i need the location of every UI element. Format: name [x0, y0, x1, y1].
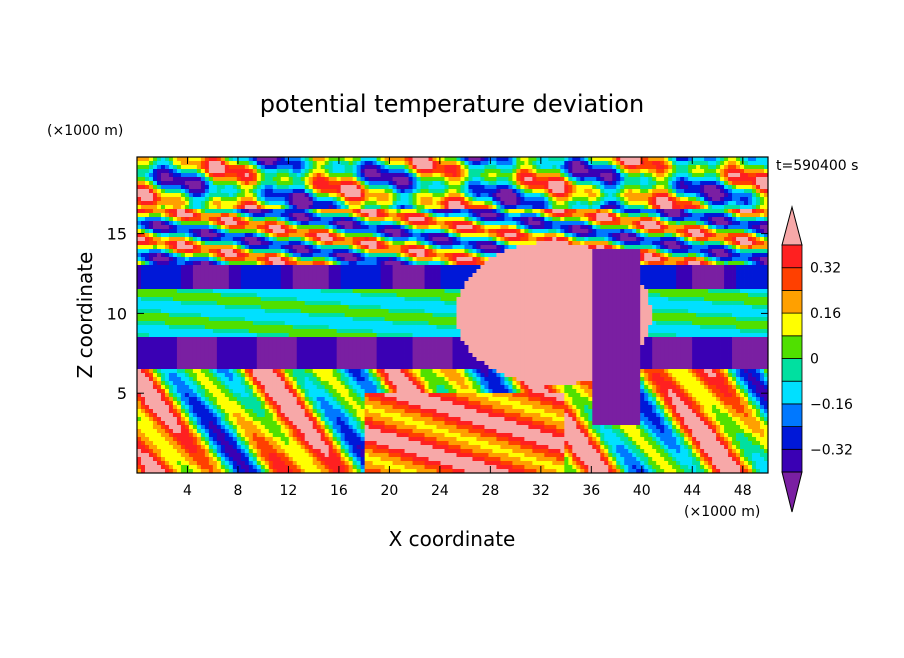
x-tick-label: 20: [380, 483, 398, 499]
x-tick-label: 32: [532, 483, 550, 499]
y-tick-label: 15: [107, 225, 127, 244]
colorbar-tick-label: 0.16: [810, 306, 841, 322]
colorbar-box: [782, 359, 802, 382]
chart-title: potential temperature deviation: [260, 90, 644, 118]
colorbar-box: [782, 268, 802, 291]
x-tick-label: 16: [330, 483, 348, 499]
colorbar-box: [782, 336, 802, 359]
x-tick-label: 8: [233, 483, 242, 499]
x-tick-label: 4: [183, 483, 192, 499]
x-unit-label: (×1000 m): [684, 504, 760, 520]
x-tick-label: 36: [582, 483, 600, 499]
x-tick-label: 48: [734, 483, 752, 499]
colorbar-box: [782, 427, 802, 450]
colorbar-box: [782, 245, 802, 268]
colorbar-over-triangle: [782, 207, 802, 245]
x-tick-label: 40: [633, 483, 651, 499]
y-axis-label: Z coordinate: [73, 252, 97, 379]
colorbar-under-triangle: [782, 472, 802, 512]
x-tick-label: 44: [683, 483, 701, 499]
colorbar-box: [782, 449, 802, 472]
x-axis-label: X coordinate: [389, 527, 516, 551]
x-tick-label: 24: [431, 483, 449, 499]
colorbar-box: [782, 313, 802, 336]
colorbar: 0.32 0.16 0 −0.16 −0.32: [782, 207, 853, 512]
colorbar-tick-label: 0.32: [810, 261, 841, 277]
x-tick-label: 12: [280, 483, 298, 499]
x-tick-label: 28: [481, 483, 499, 499]
colorbar-box: [782, 404, 802, 427]
time-label: t=590400 s: [776, 158, 858, 174]
plot-field: [137, 157, 768, 473]
colorbar-box: [782, 290, 802, 313]
colorbar-box: [782, 381, 802, 404]
y-tick-label: 10: [107, 304, 127, 323]
colorbar-tick-label: −0.16: [810, 397, 853, 413]
colorbar-tick-label: 0: [810, 352, 819, 368]
y-unit-label: (×1000 m): [47, 123, 123, 139]
colorbar-tick-label: −0.32: [810, 442, 853, 458]
y-tick-label: 5: [117, 384, 127, 403]
